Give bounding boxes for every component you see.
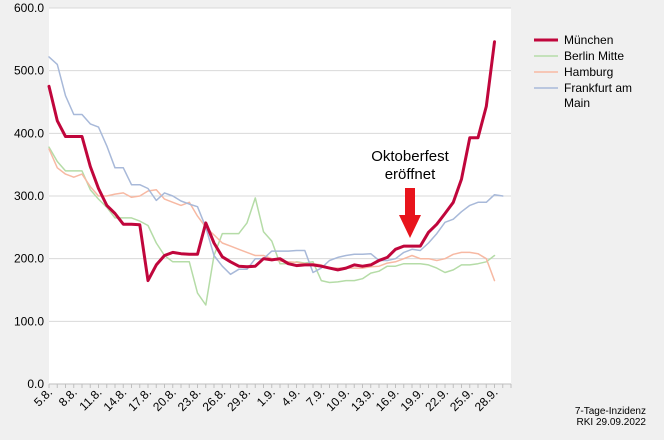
legend-label: Berlin Mitte <box>564 49 624 63</box>
y-tick-label: 300.0 <box>14 189 44 203</box>
annotation-text: eröffnet <box>385 166 436 183</box>
x-tick-label: 19.9. <box>398 385 427 414</box>
legend-label: Hamburg <box>564 65 613 79</box>
legend-label: München <box>564 33 613 47</box>
series-line-berlin-mitte <box>48 146 496 306</box>
annotation-text: Oktoberfest <box>371 148 449 165</box>
y-tick-label: 500.0 <box>14 64 44 78</box>
x-tick-label: 14.8. <box>101 385 130 414</box>
series-line-m-nchen <box>47 40 496 283</box>
y-tick-label: 400.0 <box>14 126 44 140</box>
legend-label: Frankfurt am <box>564 81 632 95</box>
x-tick-label: 26.8. <box>200 385 229 414</box>
x-tick-label: 20.8. <box>150 385 179 414</box>
x-tick-label: 25.9. <box>447 385 476 414</box>
legend-label: Main <box>564 96 590 110</box>
x-tick-label: 1.9. <box>254 385 278 409</box>
x-tick-label: 28.9. <box>472 385 501 414</box>
x-tick-label: 17.8. <box>125 385 154 414</box>
x-tick-label: 16.9. <box>373 385 402 414</box>
y-tick-label: 200.0 <box>14 252 44 266</box>
series-line-frankfurt-am-main <box>48 56 504 276</box>
x-tick-label: 10.9. <box>323 385 352 414</box>
x-tick-label: 29.8. <box>224 385 253 414</box>
y-tick-label: 100.0 <box>14 314 44 328</box>
x-tick-label: 22.9. <box>422 385 451 414</box>
annotation-arrow-head <box>399 215 421 238</box>
x-tick-label: 8.8. <box>56 385 80 409</box>
source-note: RKI 29.09.2022 <box>577 417 647 428</box>
y-tick-label: 600.0 <box>14 1 44 15</box>
y-tick-label: 0.0 <box>27 377 44 391</box>
source-note: 7-Tage-Inzidenz <box>575 406 646 417</box>
x-tick-label: 23.8. <box>175 385 204 414</box>
x-tick-label: 4.9. <box>279 385 303 409</box>
annotation-arrow-shaft <box>405 188 415 216</box>
x-tick-label: 11.8. <box>76 385 104 413</box>
x-tick-label: 13.9. <box>348 385 377 414</box>
